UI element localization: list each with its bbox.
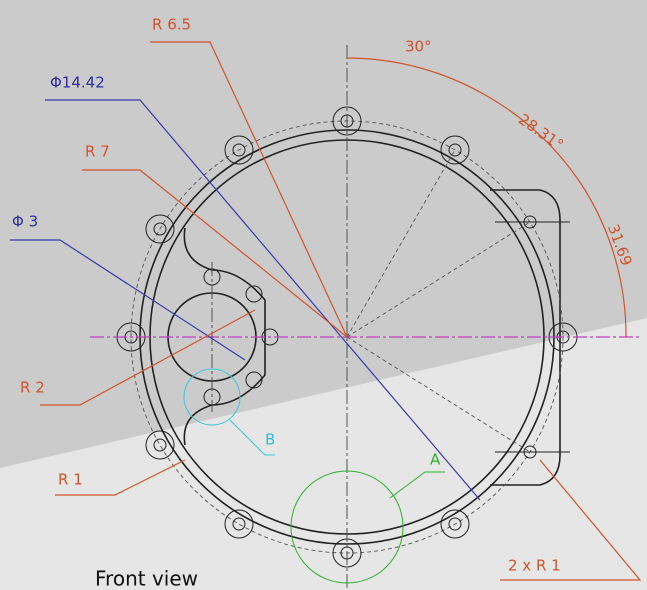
dim-label: R 7 (85, 143, 110, 161)
view-label: A (430, 451, 441, 469)
dim-label: Φ14.42 (50, 74, 105, 92)
dim-label: Φ 3 (12, 213, 38, 231)
dim-label: 30° (405, 38, 432, 56)
dim-label: R 2 (20, 379, 45, 397)
dim-label: R 6.5 (152, 16, 191, 34)
dim-label: 2 x R 1 (508, 557, 561, 575)
view-label: B (265, 431, 275, 449)
caption: Front view (95, 567, 198, 590)
dim-label: R 1 (58, 471, 83, 489)
drawing: R 6.5 Φ14.42 30° 28.31° R 7 Φ 3 31.69 R … (0, 0, 647, 590)
